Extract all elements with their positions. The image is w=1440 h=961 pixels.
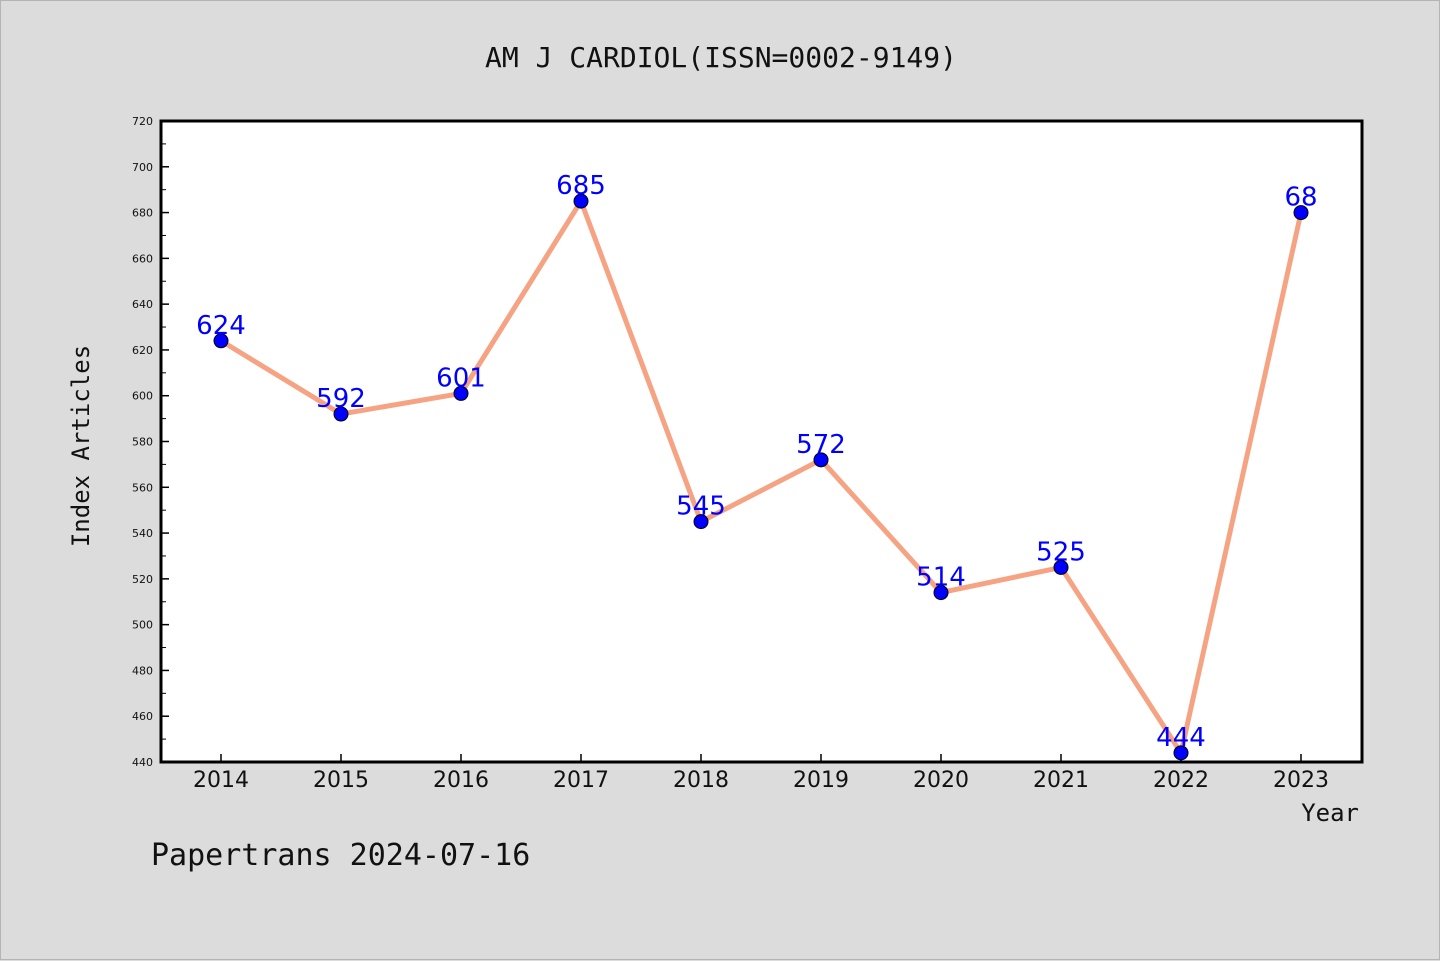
y-tick-label: 580 <box>132 436 153 449</box>
y-tick-label: 500 <box>132 619 153 632</box>
watermark-text: Papertrans 2024-07-16 <box>151 838 530 873</box>
data-label: 545 <box>676 492 726 522</box>
x-axis: 2014 2015 2016 2017 2018 2019 2020 2021 2022 2023 <box>193 754 1329 793</box>
plot-area <box>159 119 1364 764</box>
x-tick-label: 2015 <box>313 768 369 793</box>
y-tick-label: 480 <box>132 664 153 677</box>
y-axis-label: Index Articles <box>67 345 95 547</box>
data-label: 444 <box>1156 723 1206 753</box>
x-tick-label: 2017 <box>553 768 609 793</box>
data-points <box>213 193 1309 761</box>
data-label: 68 <box>1284 183 1317 213</box>
y-tick-label: 720 <box>132 115 153 128</box>
data-label: 572 <box>796 430 846 460</box>
y-tick-label: 640 <box>132 298 153 311</box>
data-label: 601 <box>436 363 486 393</box>
data-point-marker <box>1053 559 1069 575</box>
data-point-marker <box>453 385 469 401</box>
y-axis: 440 460 480 500 520 540 560 580 600 620 640 660 680 7… <box>132 115 169 769</box>
x-tick-label: 2019 <box>793 768 849 793</box>
data-point-marker <box>813 452 829 468</box>
data-label: 592 <box>316 384 366 414</box>
series-line-path <box>219 198 1304 756</box>
data-labels: 624 592 601 685 545 572 514 525 444 68 <box>196 171 1317 753</box>
data-point-marker <box>693 514 709 530</box>
x-tick-label: 2020 <box>913 768 969 793</box>
y-tick-label: 660 <box>132 252 153 265</box>
y-tick-label: 540 <box>132 527 153 540</box>
y-tick-label: 700 <box>132 161 153 174</box>
x-tick-label: 2018 <box>673 768 729 793</box>
x-tick-label: 2022 <box>1153 768 1209 793</box>
data-label: 514 <box>916 563 966 593</box>
y-tick-label: 620 <box>132 344 153 357</box>
x-tick-label: 2023 <box>1273 768 1329 793</box>
y-tick-label: 460 <box>132 710 153 723</box>
data-point-marker <box>333 406 349 422</box>
y-tick-label: 680 <box>132 207 153 220</box>
data-label: 685 <box>556 171 606 201</box>
x-axis-label: Year <box>1301 799 1359 827</box>
data-point-marker <box>1293 205 1309 221</box>
series-line <box>219 198 1304 756</box>
data-label: 624 <box>196 311 246 341</box>
data-point-marker <box>933 585 949 601</box>
data-point-marker <box>1173 745 1189 761</box>
data-point-marker <box>213 333 229 349</box>
y-tick-label: 440 <box>132 756 153 769</box>
chart-title: AM J CARDIOL(ISSN=0002-9149) <box>485 41 957 74</box>
x-tick-label: 2021 <box>1033 768 1089 793</box>
y-tick-label: 600 <box>132 390 153 403</box>
x-tick-label: 2016 <box>433 768 489 793</box>
data-label: 525 <box>1036 537 1086 567</box>
data-point-marker <box>573 193 589 209</box>
x-tick-label: 2014 <box>193 768 249 793</box>
y-tick-label: 520 <box>132 573 153 586</box>
y-tick-label: 560 <box>132 481 153 494</box>
